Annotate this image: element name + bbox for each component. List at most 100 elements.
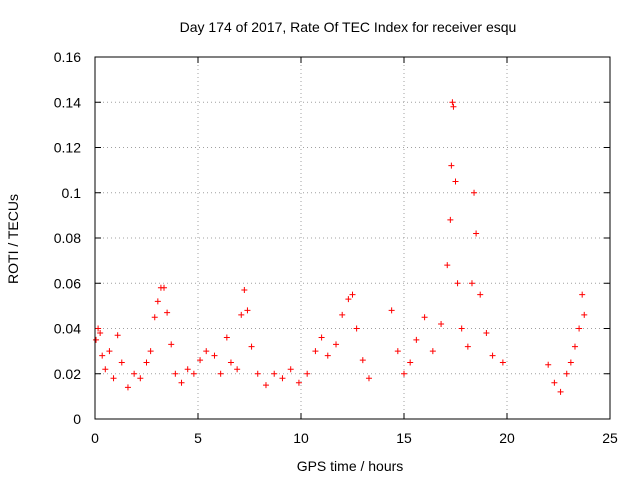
data-point bbox=[324, 352, 331, 359]
x-tick-label: 10 bbox=[293, 430, 309, 446]
x-ticks: 0 5 10 15 20 25 bbox=[91, 57, 618, 446]
data-point bbox=[124, 384, 131, 391]
data-point bbox=[413, 336, 420, 343]
data-point bbox=[241, 287, 248, 294]
data-point bbox=[114, 332, 121, 339]
data-point bbox=[172, 370, 179, 377]
data-point bbox=[287, 366, 294, 373]
data-point bbox=[271, 370, 278, 377]
data-point bbox=[248, 343, 255, 350]
data-point bbox=[254, 370, 261, 377]
y-ticks: 0 0.02 0.04 0.06 0.08 0.1 0.12 0.14 0.16 bbox=[54, 49, 610, 427]
y-tick-label: 0.04 bbox=[54, 321, 81, 337]
x-tick-label: 20 bbox=[499, 430, 515, 446]
data-point bbox=[244, 307, 251, 314]
data-point bbox=[448, 162, 455, 169]
y-axis-label: ROTI / TECUs bbox=[5, 194, 21, 284]
data-point bbox=[576, 325, 583, 332]
data-point bbox=[581, 311, 588, 318]
y-tick-label: 0.1 bbox=[62, 185, 82, 201]
data-point bbox=[137, 375, 144, 382]
data-point bbox=[444, 262, 451, 269]
x-tick-label: 5 bbox=[194, 430, 202, 446]
data-point bbox=[203, 348, 210, 355]
data-point bbox=[211, 352, 218, 359]
y-tick-label: 0.12 bbox=[54, 140, 81, 156]
y-tick-label: 0.08 bbox=[54, 230, 81, 246]
data-point bbox=[106, 348, 113, 355]
data-point bbox=[234, 366, 241, 373]
data-point bbox=[567, 359, 574, 366]
y-tick-label: 0.02 bbox=[54, 366, 81, 382]
data-point bbox=[450, 103, 457, 110]
plot-frame bbox=[94, 56, 611, 420]
data-point bbox=[279, 375, 286, 382]
data-point bbox=[151, 314, 158, 321]
data-point bbox=[110, 375, 117, 382]
data-point bbox=[318, 334, 325, 341]
data-point bbox=[438, 320, 445, 327]
data-point bbox=[452, 178, 459, 185]
data-point bbox=[471, 189, 478, 196]
data-point bbox=[359, 357, 366, 364]
data-point bbox=[388, 307, 395, 314]
data-point bbox=[168, 341, 175, 348]
data-point bbox=[353, 325, 360, 332]
data-point bbox=[499, 359, 506, 366]
data-point bbox=[449, 99, 456, 106]
grid-lines bbox=[95, 57, 610, 419]
data-point bbox=[579, 291, 586, 298]
data-point bbox=[477, 291, 484, 298]
data-points bbox=[93, 99, 588, 395]
data-point bbox=[227, 359, 234, 366]
data-point bbox=[458, 325, 465, 332]
data-point bbox=[131, 370, 138, 377]
data-point bbox=[147, 348, 154, 355]
data-point bbox=[161, 284, 168, 291]
data-point bbox=[394, 348, 401, 355]
data-point bbox=[563, 370, 570, 377]
data-point bbox=[454, 280, 461, 287]
y-tick-label: 0.14 bbox=[54, 94, 81, 110]
data-point bbox=[143, 359, 150, 366]
data-point bbox=[304, 370, 311, 377]
data-point bbox=[184, 366, 191, 373]
x-axis-label: GPS time / hours bbox=[297, 458, 404, 474]
data-point bbox=[339, 311, 346, 318]
data-point bbox=[97, 330, 104, 337]
data-point bbox=[349, 291, 356, 298]
data-point bbox=[99, 352, 106, 359]
data-point bbox=[557, 388, 564, 395]
x-tick-label: 0 bbox=[91, 430, 99, 446]
data-point bbox=[345, 296, 352, 303]
data-point bbox=[238, 311, 245, 318]
x-tick-label: 25 bbox=[602, 430, 618, 446]
data-point bbox=[95, 325, 102, 332]
data-point bbox=[421, 314, 428, 321]
data-point bbox=[333, 341, 340, 348]
x-tick-label: 15 bbox=[396, 430, 412, 446]
data-point bbox=[164, 309, 171, 316]
y-tick-label: 0.06 bbox=[54, 275, 81, 291]
chart-title: Day 174 of 2017, Rate Of TEC Index for r… bbox=[180, 19, 517, 35]
data-point bbox=[365, 375, 372, 382]
data-point bbox=[118, 359, 125, 366]
data-point bbox=[407, 359, 414, 366]
y-tick-label: 0 bbox=[73, 411, 81, 427]
y-tick-label: 0.16 bbox=[54, 49, 81, 65]
data-point bbox=[447, 216, 454, 223]
data-point bbox=[178, 379, 185, 386]
data-point bbox=[190, 370, 197, 377]
data-point bbox=[551, 379, 558, 386]
data-point bbox=[197, 357, 204, 364]
data-point bbox=[217, 370, 224, 377]
data-point bbox=[401, 370, 407, 377]
data-point bbox=[545, 361, 552, 368]
data-point bbox=[468, 280, 475, 287]
data-point bbox=[483, 330, 490, 337]
data-point bbox=[223, 334, 230, 341]
data-point bbox=[295, 379, 302, 386]
data-point bbox=[154, 298, 161, 305]
data-point bbox=[102, 366, 109, 373]
